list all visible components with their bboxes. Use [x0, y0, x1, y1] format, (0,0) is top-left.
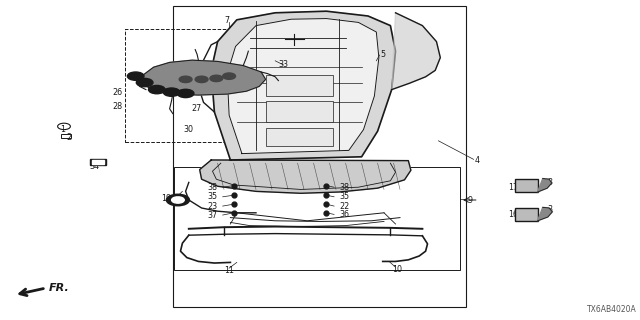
Bar [266, 101, 333, 122]
Circle shape [223, 73, 236, 79]
Circle shape [127, 72, 144, 80]
Bar [515, 208, 538, 221]
Text: 34: 34 [90, 162, 100, 171]
Circle shape [195, 76, 208, 83]
Polygon shape [200, 160, 411, 193]
Bar [266, 128, 333, 146]
Bar [61, 134, 71, 138]
Text: 22: 22 [339, 202, 349, 211]
Text: 38: 38 [339, 183, 349, 192]
Bar [174, 167, 460, 270]
Text: 5: 5 [381, 50, 386, 59]
Text: TX6AB4020A: TX6AB4020A [587, 305, 637, 314]
Text: 4: 4 [475, 156, 480, 164]
Circle shape [163, 88, 180, 96]
Text: 7: 7 [225, 16, 230, 25]
Text: 23: 23 [207, 202, 218, 211]
Polygon shape [211, 11, 396, 160]
Text: 1: 1 [60, 125, 65, 134]
Polygon shape [141, 60, 266, 95]
Circle shape [136, 78, 153, 87]
Text: 35: 35 [339, 192, 349, 201]
Polygon shape [227, 19, 379, 154]
Text: 32: 32 [153, 82, 163, 91]
Text: 19: 19 [161, 194, 172, 203]
Text: 2: 2 [67, 133, 72, 142]
Bar [125, 29, 307, 142]
Polygon shape [90, 159, 106, 165]
Text: 16: 16 [508, 210, 518, 219]
Text: 26: 26 [113, 88, 123, 97]
Circle shape [148, 85, 165, 94]
Bar [173, 6, 466, 307]
Text: 35: 35 [207, 192, 218, 201]
Text: 3: 3 [547, 205, 552, 214]
Text: 27: 27 [191, 104, 202, 113]
Polygon shape [92, 160, 104, 164]
Text: 17: 17 [508, 183, 518, 192]
Polygon shape [392, 13, 440, 90]
Polygon shape [538, 207, 552, 221]
Bar [515, 179, 538, 192]
Text: 37: 37 [207, 211, 218, 220]
Text: 11: 11 [224, 266, 234, 275]
Circle shape [172, 197, 184, 203]
Text: 28: 28 [113, 102, 123, 111]
Polygon shape [538, 179, 552, 192]
Circle shape [179, 76, 192, 83]
Text: 33: 33 [278, 60, 289, 68]
Text: 3: 3 [547, 178, 552, 187]
Text: 10: 10 [392, 265, 402, 274]
Text: FR.: FR. [49, 283, 69, 293]
Text: 30: 30 [184, 125, 194, 134]
Text: 38: 38 [207, 183, 218, 192]
Text: 9: 9 [467, 196, 472, 204]
Circle shape [177, 89, 194, 98]
Text: 36: 36 [339, 210, 349, 219]
Circle shape [166, 194, 189, 206]
Circle shape [210, 75, 223, 82]
Bar [266, 75, 333, 96]
